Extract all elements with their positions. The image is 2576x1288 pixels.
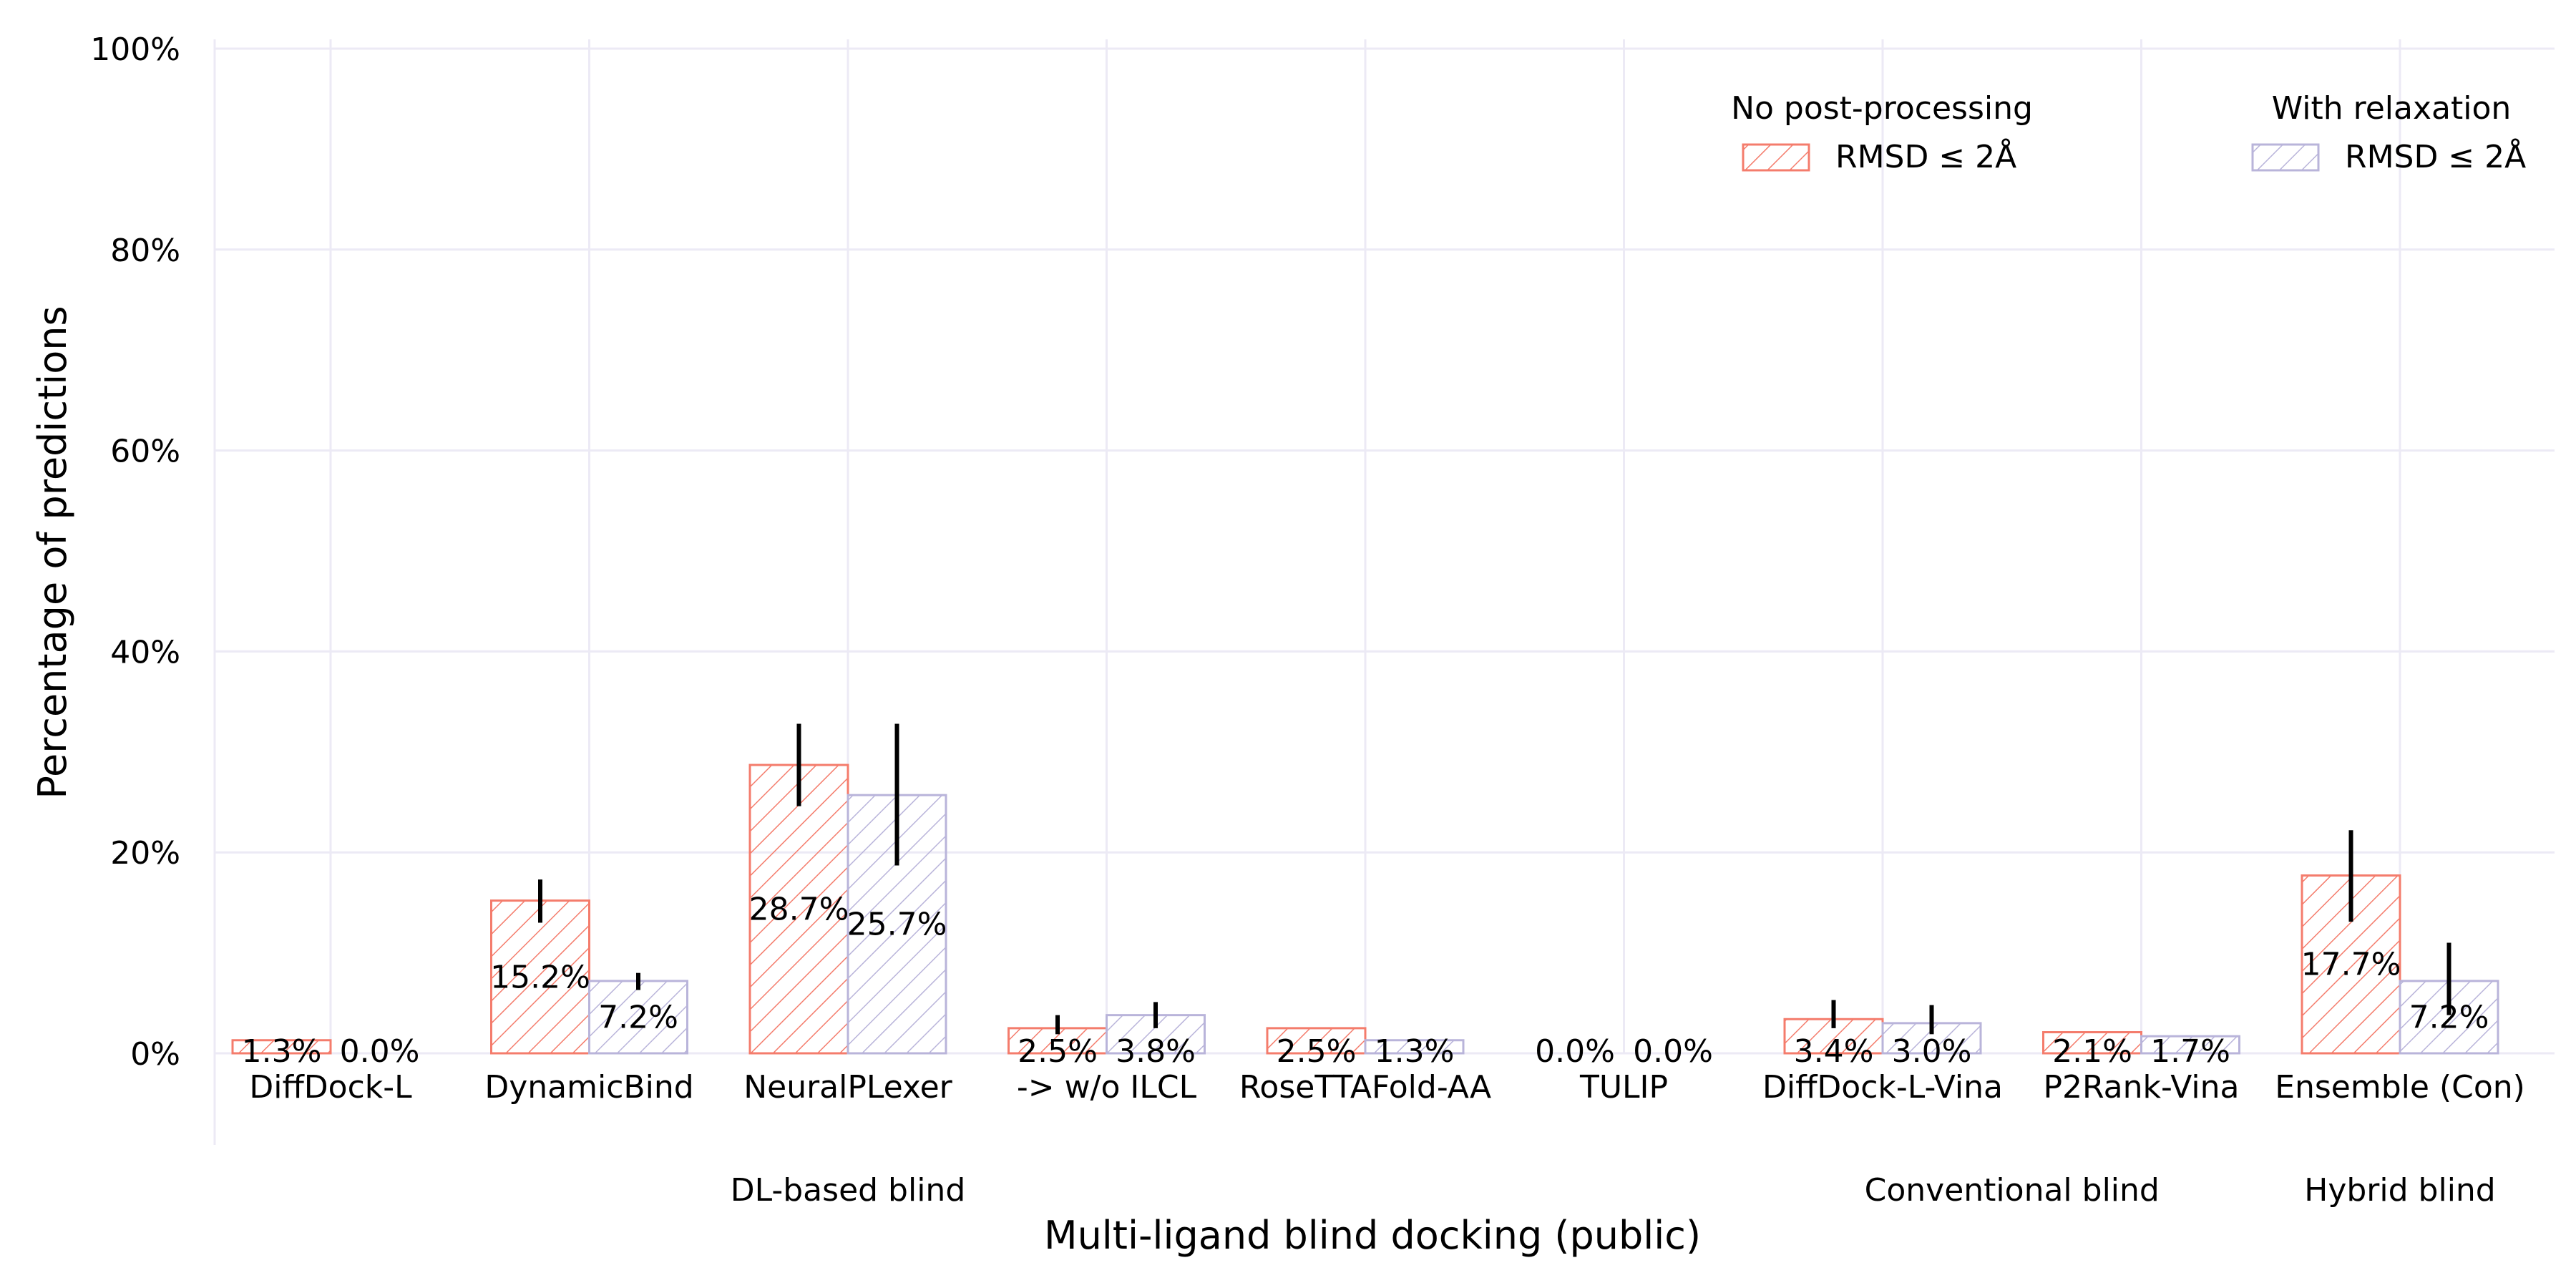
y-tick-label: 20% [110, 835, 180, 872]
bar-dynamicbind-with-relaxation [588, 980, 688, 1055]
legend-entry-with-relaxation: With relaxation RMSD ≤ 2Å [2251, 90, 2526, 175]
data-label: 3.8% [1116, 1033, 1196, 1070]
legend-label-with-relaxation: RMSD ≤ 2Å [2345, 137, 2526, 175]
x-tick-label-rosettafold-aa: RoseTTAFold-AA [1239, 1069, 1491, 1106]
data-label: 2.5% [1277, 1033, 1357, 1070]
y-tick-labels: 0% 20% 40% 60% 80% 100% [90, 31, 180, 1073]
y-tick-label: 40% [110, 634, 180, 670]
bars [231, 723, 2499, 1055]
data-label: 15.2% [490, 959, 590, 995]
data-label: 2.1% [2052, 1033, 2132, 1070]
x-tick-label-diffdock-l-vina: DiffDock-L-Vina [1762, 1069, 2003, 1106]
legend-entry-no-post-processing: No post-processing RMSD ≤ 2Å [1731, 90, 2033, 175]
group-label-conventional-blind: Conventional blind [1865, 1172, 2160, 1209]
data-label: 3.0% [1892, 1033, 1972, 1070]
data-label: 25.7% [847, 907, 947, 943]
group-label-hybrid-blind: Hybrid blind [2304, 1172, 2495, 1209]
data-label: 0.0% [1535, 1033, 1615, 1070]
data-label: 1.7% [2150, 1033, 2230, 1070]
y-tick-label: 0% [130, 1036, 180, 1073]
legend-title-no-post-processing: No post-processing [1731, 90, 2033, 127]
x-axis-title: Multi-ligand blind docking (public) [1044, 1213, 1701, 1258]
y-tick-label: 100% [90, 31, 180, 68]
x-tick-label-neuralplexer: NeuralPLexer [743, 1069, 952, 1106]
x-tick-label-tulip: TULIP [1579, 1069, 1668, 1106]
data-label: 0.0% [340, 1033, 420, 1070]
data-label: 0.0% [1633, 1033, 1713, 1070]
data-label: 17.7% [2301, 947, 2401, 983]
x-tick-label-diffdock-l: DiffDock-L [249, 1069, 412, 1106]
x-tick-label-w-o-ilcl: -> w/o ILCL [1017, 1069, 1197, 1106]
bar-rosettafold-aa-with-relaxation [1364, 1039, 1465, 1055]
y-tick-label: 60% [110, 434, 180, 470]
y-axis-title: Percentage of predictions [30, 306, 75, 799]
x-tick-label-ensemble-con: Ensemble (Con) [2275, 1069, 2525, 1106]
data-label: 2.5% [1018, 1033, 1098, 1070]
bar-p2rank-vina-no-post-processing [2042, 1031, 2142, 1055]
data-label: 28.7% [749, 892, 849, 928]
x-tick-label-dynamicbind: DynamicBind [484, 1069, 693, 1106]
data-labels: 1.3% 15.2% 28.7% 2.5% 2.5% 0.0% 3.4% 2.1% 17.7% 0… [242, 892, 2489, 1070]
x-tick-label-p2rank-vina: P2Rank-Vina [2044, 1069, 2240, 1106]
bar-neuralplexer-no-post-processing [748, 763, 849, 1055]
bar-diffdock-l-no-post-processing [231, 1039, 332, 1055]
legend-swatch-no-post-processing [1742, 143, 1810, 172]
y-tick-label: 80% [110, 233, 180, 269]
legend-title-with-relaxation: With relaxation [2272, 90, 2512, 127]
data-label: 7.2% [598, 999, 678, 1035]
group-label-dl-based-blind: DL-based blind [731, 1172, 966, 1209]
group-labels: DL-based blind Conventional blind Hybrid b… [731, 1172, 2496, 1209]
legend-swatch-with-relaxation [2251, 143, 2320, 172]
legend-label-no-post-processing: RMSD ≤ 2Å [1835, 137, 2016, 175]
legend: No post-processing RMSD ≤ 2Å With relaxa… [1731, 90, 2526, 175]
bar-rosettafold-aa-no-post-processing [1266, 1027, 1367, 1055]
data-label: 7.2% [2409, 999, 2489, 1035]
x-tick-labels: DiffDock-L DynamicBind NeuralPLexer -> w/o … [249, 1069, 2524, 1106]
grid [215, 39, 2555, 1055]
data-label: 3.4% [1794, 1033, 1874, 1070]
data-label: 1.3% [1375, 1033, 1455, 1070]
data-label: 1.3% [242, 1033, 322, 1070]
bar-p2rank-vina-with-relaxation [2140, 1035, 2240, 1055]
